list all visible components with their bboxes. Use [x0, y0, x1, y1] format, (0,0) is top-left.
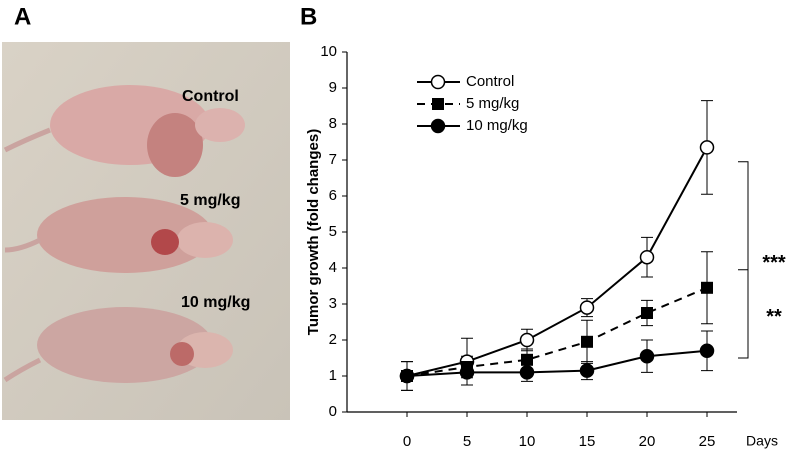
marker — [641, 307, 653, 319]
marker — [639, 249, 655, 265]
marker — [699, 343, 715, 359]
marker — [639, 348, 655, 364]
bracket — [738, 161, 749, 359]
x-tick-label: 10 — [519, 433, 536, 450]
marker — [701, 281, 713, 294]
y-tick-label: 8 — [329, 115, 337, 132]
y-tick-label: 4 — [329, 259, 337, 276]
y-tick-label: 7 — [329, 151, 337, 168]
marker — [399, 368, 415, 384]
x-tick-label: 5 — [463, 433, 471, 450]
x-tick-label: 20 — [639, 433, 656, 450]
panel-label: A — [14, 3, 31, 30]
legend-label: 5 mg/kg — [466, 95, 519, 112]
marker — [581, 335, 593, 348]
photo — [2, 42, 290, 420]
marker — [519, 365, 535, 380]
annotation: *** — [762, 252, 786, 274]
legend-marker — [430, 118, 446, 134]
photo-label: Control — [182, 88, 239, 105]
series-line — [406, 286, 708, 377]
x-tick-label: 25 — [699, 433, 716, 450]
y-tick-label: 10 — [320, 43, 337, 60]
marker — [459, 365, 475, 380]
y-tick-label: 1 — [329, 367, 337, 384]
marker — [579, 300, 595, 315]
y-tick-label: 6 — [329, 187, 337, 204]
y-tick-label: 0 — [329, 403, 337, 420]
y-axis-label: Tumor growth (fold changes) — [305, 129, 322, 335]
marker — [579, 363, 595, 378]
legend-label: 10 mg/kg — [466, 117, 528, 134]
x-tick-label: 0 — [403, 433, 411, 450]
legend-marker — [430, 74, 446, 90]
legend-marker — [432, 98, 444, 110]
series-line — [406, 146, 708, 377]
photo-label: 10 mg/kg — [181, 294, 250, 311]
x-tick-label: 15 — [579, 433, 596, 450]
y-tick-label: 2 — [329, 331, 337, 348]
x-axis-label: Days — [746, 433, 778, 449]
annotation: ** — [766, 306, 782, 328]
y-tick-label: 9 — [329, 79, 337, 96]
bracket — [738, 269, 749, 359]
photo-label: 5 mg/kg — [180, 192, 240, 209]
y-tick-label: 3 — [329, 295, 337, 312]
y-tick-label: 5 — [329, 223, 337, 240]
marker — [519, 332, 535, 348]
legend-label: Control — [466, 73, 514, 90]
marker — [699, 140, 715, 155]
panel-label: B — [300, 3, 317, 30]
series-line — [406, 349, 708, 377]
marker — [521, 353, 533, 366]
